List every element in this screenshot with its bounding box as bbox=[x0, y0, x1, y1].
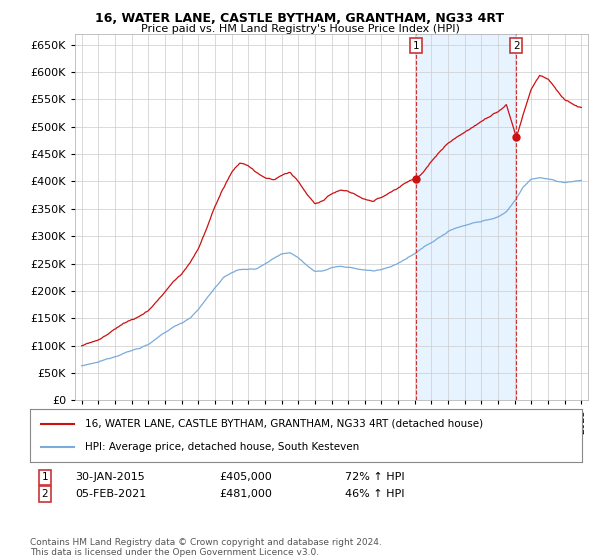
Text: £481,000: £481,000 bbox=[219, 489, 272, 499]
Text: Contains HM Land Registry data © Crown copyright and database right 2024.
This d: Contains HM Land Registry data © Crown c… bbox=[30, 538, 382, 557]
Bar bbox=[416, 34, 517, 400]
Text: 46% ↑ HPI: 46% ↑ HPI bbox=[345, 489, 404, 499]
Text: 1: 1 bbox=[413, 41, 419, 50]
Text: HPI: Average price, detached house, South Kesteven: HPI: Average price, detached house, Sout… bbox=[85, 442, 359, 452]
Text: 05-FEB-2021: 05-FEB-2021 bbox=[75, 489, 146, 499]
Text: 30-JAN-2015: 30-JAN-2015 bbox=[75, 472, 145, 482]
Text: 16, WATER LANE, CASTLE BYTHAM, GRANTHAM, NG33 4RT (detached house): 16, WATER LANE, CASTLE BYTHAM, GRANTHAM,… bbox=[85, 419, 484, 429]
Text: 1: 1 bbox=[41, 472, 49, 482]
Text: £405,000: £405,000 bbox=[219, 472, 272, 482]
Text: Price paid vs. HM Land Registry's House Price Index (HPI): Price paid vs. HM Land Registry's House … bbox=[140, 24, 460, 34]
Text: 72% ↑ HPI: 72% ↑ HPI bbox=[345, 472, 404, 482]
Text: 16, WATER LANE, CASTLE BYTHAM, GRANTHAM, NG33 4RT: 16, WATER LANE, CASTLE BYTHAM, GRANTHAM,… bbox=[95, 12, 505, 25]
Text: 2: 2 bbox=[513, 41, 520, 50]
Text: 2: 2 bbox=[41, 489, 49, 499]
